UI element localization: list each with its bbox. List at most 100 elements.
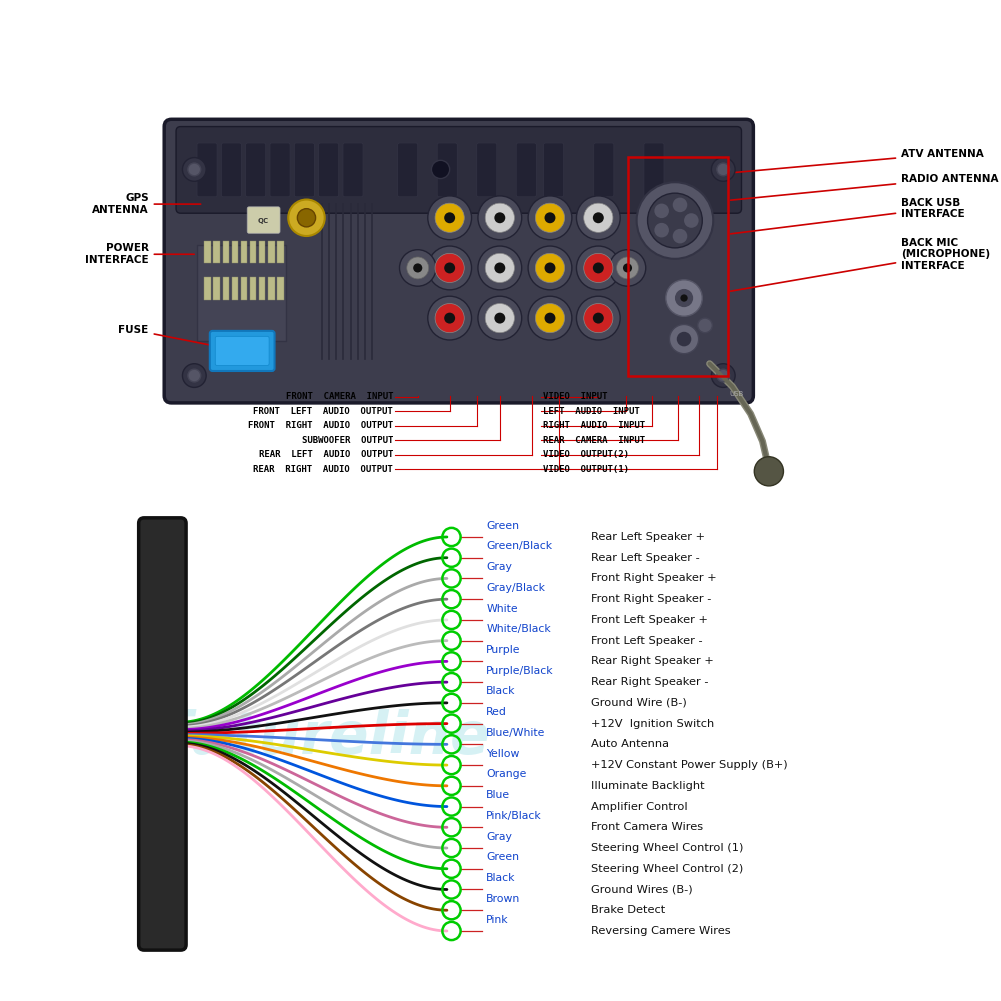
- Circle shape: [593, 312, 604, 323]
- Text: Front Left Speaker -: Front Left Speaker -: [591, 636, 703, 646]
- Text: Front Right Speaker +: Front Right Speaker +: [591, 574, 717, 584]
- Circle shape: [610, 249, 646, 286]
- Bar: [222, 277, 229, 300]
- Circle shape: [577, 196, 621, 239]
- Bar: [250, 277, 256, 300]
- Circle shape: [182, 363, 206, 387]
- FancyBboxPatch shape: [437, 143, 457, 197]
- Circle shape: [536, 203, 565, 232]
- Text: +12V Constant Power Supply (B+): +12V Constant Power Supply (B+): [591, 760, 788, 770]
- Text: Amplifier Control: Amplifier Control: [591, 802, 688, 812]
- Circle shape: [648, 193, 703, 248]
- Circle shape: [593, 262, 604, 273]
- Circle shape: [545, 262, 556, 273]
- Circle shape: [675, 289, 693, 307]
- Text: Ground Wires (B-): Ground Wires (B-): [591, 885, 693, 895]
- Text: Pink/Black: Pink/Black: [486, 811, 542, 821]
- FancyBboxPatch shape: [343, 143, 363, 197]
- Circle shape: [584, 303, 613, 332]
- FancyBboxPatch shape: [397, 143, 417, 197]
- FancyBboxPatch shape: [476, 143, 496, 197]
- Text: Black: Black: [486, 873, 516, 883]
- Bar: [213, 277, 220, 300]
- Text: Gray: Gray: [486, 563, 513, 572]
- Bar: [250, 240, 256, 263]
- Text: +12V  Ignition Switch: +12V Ignition Switch: [591, 719, 715, 729]
- Circle shape: [712, 157, 735, 181]
- Bar: [204, 240, 211, 263]
- Circle shape: [529, 296, 572, 340]
- Text: White: White: [486, 604, 518, 614]
- Circle shape: [536, 303, 565, 332]
- Text: Front Left Speaker +: Front Left Speaker +: [591, 615, 708, 625]
- Circle shape: [485, 303, 515, 332]
- Circle shape: [623, 263, 632, 272]
- Bar: [231, 277, 238, 300]
- Text: Blue/White: Blue/White: [486, 728, 546, 738]
- Circle shape: [494, 262, 506, 273]
- Text: Rear Right Speaker -: Rear Right Speaker -: [591, 677, 709, 687]
- Circle shape: [444, 312, 455, 323]
- FancyBboxPatch shape: [139, 518, 186, 950]
- Circle shape: [431, 160, 449, 178]
- Bar: [277, 277, 283, 300]
- Text: futureline: futureline: [164, 709, 489, 766]
- Circle shape: [477, 296, 522, 340]
- Bar: [231, 240, 238, 263]
- Text: Illuminate Backlight: Illuminate Backlight: [591, 781, 705, 791]
- Text: Front Camera Wires: Front Camera Wires: [591, 822, 703, 832]
- Circle shape: [288, 199, 324, 236]
- Circle shape: [413, 263, 422, 272]
- Circle shape: [494, 312, 506, 323]
- Text: Gray/Black: Gray/Black: [486, 583, 546, 593]
- Circle shape: [684, 213, 699, 228]
- Text: REAR  LEFT  AUDIO  OUTPUT: REAR LEFT AUDIO OUTPUT: [258, 450, 393, 459]
- Text: Brake Detect: Brake Detect: [591, 905, 666, 915]
- Bar: [628, 157, 728, 375]
- Bar: [277, 240, 283, 263]
- Circle shape: [593, 212, 604, 223]
- Text: FRONT  RIGHT  AUDIO  OUTPUT: FRONT RIGHT AUDIO OUTPUT: [248, 421, 393, 430]
- Circle shape: [182, 157, 206, 181]
- Circle shape: [477, 246, 522, 290]
- FancyBboxPatch shape: [215, 336, 269, 365]
- Text: Rear Left Speaker -: Rear Left Speaker -: [591, 553, 700, 563]
- Circle shape: [712, 363, 735, 387]
- Circle shape: [577, 246, 621, 290]
- Text: VIDEO  OUTPUT(1): VIDEO OUTPUT(1): [543, 465, 629, 474]
- Text: ATV ANTENNA: ATV ANTENNA: [731, 149, 984, 173]
- Circle shape: [427, 196, 471, 239]
- Circle shape: [536, 253, 565, 282]
- FancyBboxPatch shape: [644, 143, 664, 197]
- Text: Green: Green: [486, 521, 520, 531]
- Text: BACK MIC
(MICROPHONE)
INTERFACE: BACK MIC (MICROPHONE) INTERFACE: [731, 237, 990, 291]
- Text: Gray: Gray: [486, 832, 513, 842]
- Text: Orange: Orange: [486, 770, 527, 780]
- Bar: [268, 240, 274, 263]
- Text: Auto Antenna: Auto Antenna: [591, 740, 669, 750]
- Text: VIDEO  INPUT: VIDEO INPUT: [543, 392, 608, 401]
- Bar: [268, 277, 274, 300]
- Text: Rear Right Speaker +: Rear Right Speaker +: [591, 657, 714, 667]
- Circle shape: [655, 203, 669, 218]
- Circle shape: [435, 203, 464, 232]
- Text: Purple: Purple: [486, 645, 521, 655]
- Text: Red: Red: [486, 708, 508, 718]
- Text: FRONT  LEFT  AUDIO  OUTPUT: FRONT LEFT AUDIO OUTPUT: [253, 406, 393, 415]
- Text: POWER
INTERFACE: POWER INTERFACE: [85, 243, 194, 265]
- Circle shape: [297, 208, 315, 227]
- Text: REAR  RIGHT  AUDIO  OUTPUT: REAR RIGHT AUDIO OUTPUT: [253, 465, 393, 474]
- Circle shape: [444, 212, 455, 223]
- Circle shape: [399, 249, 436, 286]
- Circle shape: [529, 246, 572, 290]
- Circle shape: [755, 456, 784, 485]
- Bar: [241, 240, 247, 263]
- Circle shape: [485, 253, 515, 282]
- Text: REAR  CAMERA  INPUT: REAR CAMERA INPUT: [543, 435, 645, 444]
- Bar: [222, 240, 229, 263]
- Text: Pink: Pink: [486, 915, 509, 925]
- Circle shape: [427, 246, 471, 290]
- Text: Reversing Camere Wires: Reversing Camere Wires: [591, 926, 731, 936]
- Circle shape: [188, 369, 200, 382]
- Circle shape: [577, 296, 621, 340]
